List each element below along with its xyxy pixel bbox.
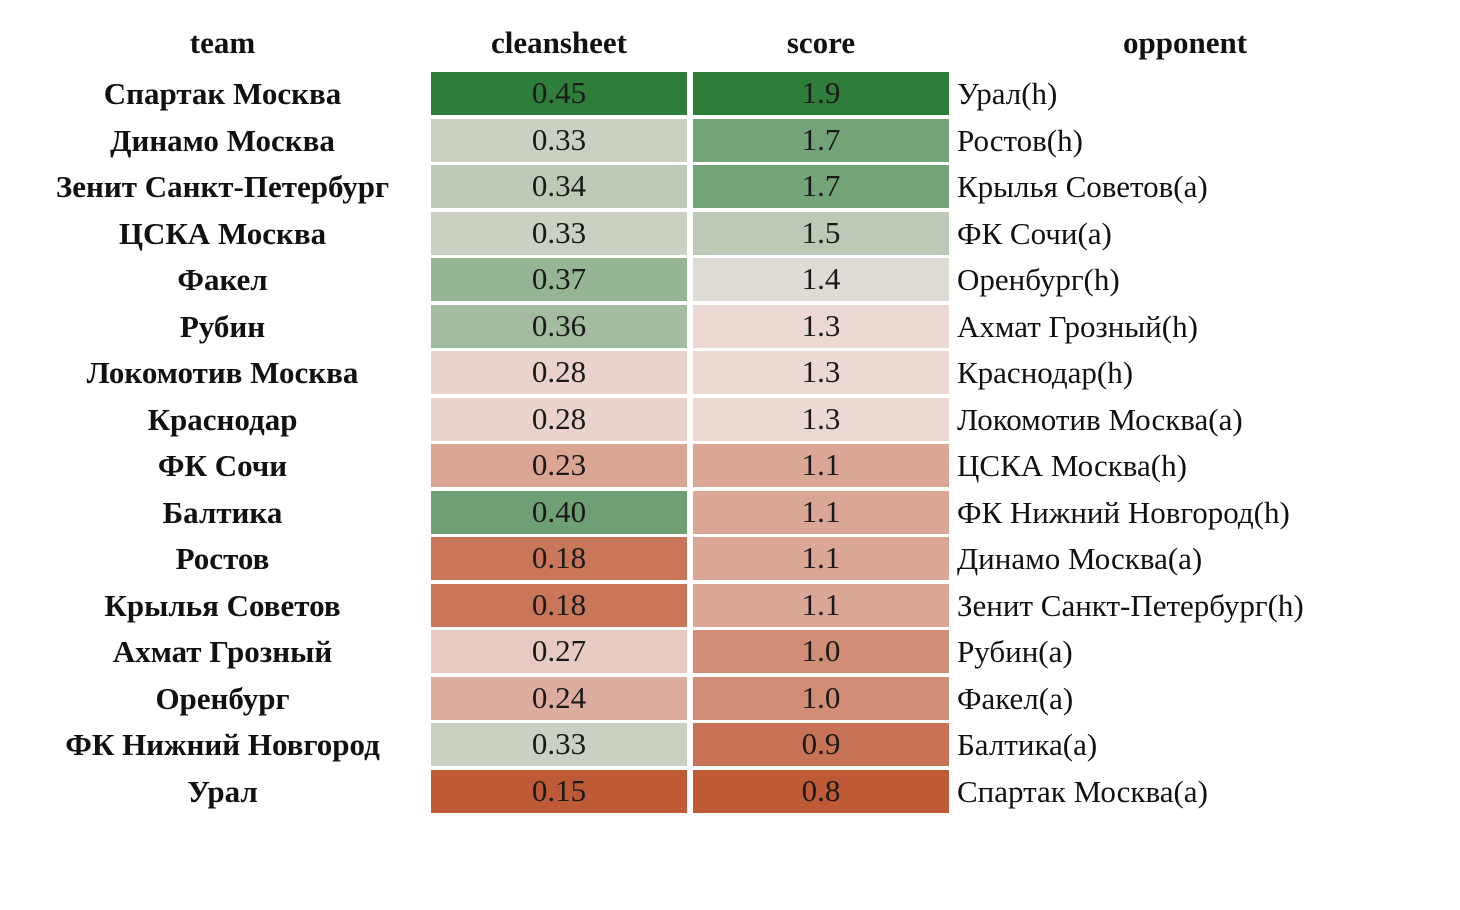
team-label: Крылья Советов [104, 587, 341, 623]
cleansheet-cell: 0.33 [431, 211, 687, 255]
score-cell: 1.1 [693, 583, 949, 627]
score-cell: 1.7 [693, 118, 949, 162]
opponent-label: Динамо Москва(a) [957, 541, 1203, 576]
cleansheet-cell: 0.45 [431, 72, 687, 115]
cleansheet-cell: 0.34 [431, 165, 687, 208]
cleansheet-cell: 0.33 [431, 723, 687, 766]
cleansheet-cell: 0.24 [431, 676, 687, 720]
cleansheet-cell: 0.40 [431, 490, 687, 534]
opponent-label: Локомотив Москва(a) [957, 401, 1243, 437]
cleansheet-cell: 0.36 [431, 304, 687, 348]
opponent-label: Урал(h) [957, 76, 1058, 111]
opponent-label: Крылья Советов(a) [957, 169, 1208, 204]
team-label: Рубин [179, 308, 266, 344]
score-cell: 1.1 [693, 490, 949, 534]
cleansheet-cell: 0.37 [431, 258, 687, 301]
team-label: Локомотив Москва [86, 355, 359, 390]
team-label: Динамо Москва [110, 122, 335, 158]
table-row: Факел 0.37 1.4 Оренбург(h) [0, 258, 1460, 304]
table-row: Балтика 0.40 1.1 ФК Нижний Новгород(h) [0, 490, 1460, 537]
table-row: Зенит Санкт-Петербург 0.34 1.7 Крылья Совет… [0, 165, 1460, 211]
score-cell: 1.3 [693, 304, 949, 348]
table-row: Ахмат Грозный 0.27 1.0 Рубин(a) [0, 630, 1460, 676]
header-team: team [189, 25, 256, 60]
team-label: ФК Сочи [157, 448, 288, 483]
team-label: Краснодар [147, 401, 298, 437]
opponent-label: ЦСКА Москва(h) [957, 448, 1187, 483]
table-row: Оренбург 0.24 1.0 Факел(a) [0, 676, 1460, 723]
score-cell: 1.7 [693, 165, 949, 208]
team-label: Ростов [175, 541, 270, 576]
team-label: Зенит Санкт-Петербург [55, 169, 390, 204]
opponent-label: ФК Нижний Новгород(h) [957, 494, 1290, 530]
table-row: Рубин 0.36 1.3 Ахмат Грозный(h) [0, 304, 1460, 351]
opponent-label: Спартак Москва(a) [957, 773, 1208, 809]
table-row: Крылья Советов 0.18 1.1 Зенит Санкт-Петербу… [0, 583, 1460, 630]
team-label: Ахмат Грозный [112, 634, 333, 669]
opponent-label: Краснодар(h) [957, 355, 1134, 390]
opponent-label: Ростов(h) [957, 122, 1083, 158]
table-row: Краснодар 0.28 1.3 Локомотив Москва(a) [0, 397, 1460, 444]
score-cell: 1.9 [693, 72, 949, 115]
opponent-label: Балтика(a) [957, 727, 1098, 762]
cleansheet-cell: 0.18 [431, 537, 687, 580]
cleansheet-cell: 0.15 [431, 769, 687, 813]
table-row: Урал 0.15 0.8 Спартак Москва(a) [0, 769, 1460, 816]
score-cell: 0.9 [693, 723, 949, 766]
table-row: ФК Нижний Новгород 0.33 0.9 Балтика(a) [0, 723, 1460, 769]
cleansheet-cell: 0.23 [431, 444, 687, 487]
score-cell: 1.5 [693, 211, 949, 255]
opponent-label: Зенит Санкт-Петербург(h) [957, 587, 1304, 623]
score-cell: 1.1 [693, 537, 949, 580]
score-cell: 1.0 [693, 676, 949, 720]
cleansheet-cell: 0.28 [431, 351, 687, 394]
header-opponent: opponent [1122, 25, 1248, 60]
opponent-label: ФК Сочи(a) [957, 215, 1112, 251]
team-label: ЦСКА Москва [118, 215, 327, 251]
table-row: Ростов 0.18 1.1 Динамо Москва(a) [0, 537, 1460, 583]
opponent-label: Факел(a) [957, 680, 1074, 716]
opponent-label: Рубин(a) [957, 634, 1073, 669]
table-row: Спартак Москва 0.45 1.9 Урал(h) [0, 72, 1460, 118]
score-cell: 1.0 [693, 630, 949, 673]
table-row: ЦСКА Москва 0.33 1.5 ФК Сочи(a) [0, 211, 1460, 258]
team-label: Факел [177, 262, 268, 297]
team-label: ФК Нижний Новгород [65, 727, 380, 762]
opponent-label: Оренбург(h) [957, 262, 1120, 297]
header-cleansheet: cleansheet [490, 25, 628, 60]
cleansheet-cell: 0.33 [431, 118, 687, 162]
table-row: ФК Сочи 0.23 1.1 ЦСКА Москва(h) [0, 444, 1460, 490]
team-label: Спартак Москва [103, 76, 342, 111]
team-label: Оренбург [155, 680, 290, 716]
score-cell: 1.3 [693, 351, 949, 394]
score-cell: 0.8 [693, 769, 949, 813]
score-cell: 1.4 [693, 258, 949, 301]
table-row: Локомотив Москва 0.28 1.3 Краснодар(h) [0, 351, 1460, 397]
cleansheet-cell: 0.27 [431, 630, 687, 673]
score-cell: 1.3 [693, 397, 949, 441]
score-cell: 1.1 [693, 444, 949, 487]
table-row: Динамо Москва 0.33 1.7 Ростов(h) [0, 118, 1460, 165]
cleansheet-cell: 0.28 [431, 397, 687, 441]
cleansheet-cell: 0.18 [431, 583, 687, 627]
header-score: score [786, 25, 856, 60]
team-label: Балтика [162, 494, 283, 530]
opponent-label: Ахмат Грозный(h) [957, 308, 1198, 344]
team-label: Урал [187, 773, 258, 809]
